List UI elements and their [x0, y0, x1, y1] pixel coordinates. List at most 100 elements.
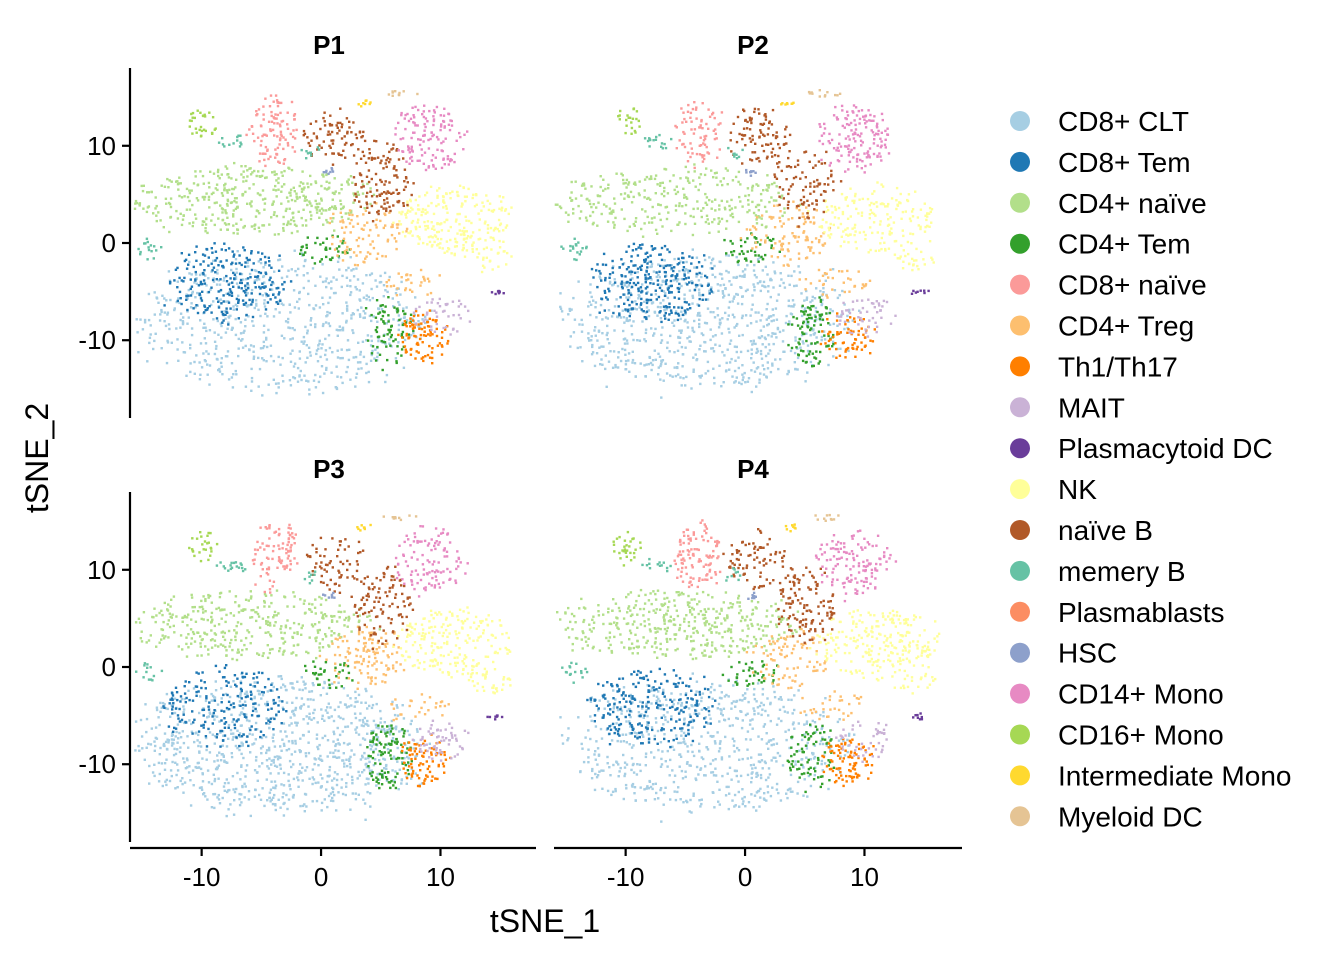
data-point — [880, 236, 883, 240]
data-point — [686, 110, 690, 113]
data-point — [879, 146, 883, 149]
data-point — [207, 195, 211, 199]
data-point — [327, 172, 330, 175]
data-point — [364, 257, 367, 260]
data-point — [357, 367, 360, 371]
data-point — [804, 220, 807, 224]
data-point — [280, 120, 283, 123]
data-point — [767, 322, 770, 326]
data-point — [859, 316, 862, 320]
data-point — [873, 138, 876, 141]
data-point — [839, 315, 843, 318]
data-point — [806, 199, 809, 202]
data-point — [847, 234, 850, 237]
data-point — [248, 128, 251, 131]
data-point — [296, 197, 299, 200]
data-point — [627, 245, 631, 248]
data-point — [339, 121, 342, 125]
data-point — [873, 190, 876, 193]
data-point — [173, 308, 176, 312]
data-point — [367, 169, 371, 172]
data-point — [681, 313, 685, 317]
data-point — [169, 280, 172, 284]
data-point — [293, 223, 297, 226]
data-point — [710, 207, 713, 210]
data-point — [210, 311, 213, 314]
data-point — [280, 171, 283, 174]
data-point — [645, 317, 648, 321]
data-point — [492, 229, 496, 232]
data-point — [757, 203, 761, 207]
data-point — [729, 131, 733, 134]
data-point — [201, 282, 204, 286]
data-point — [768, 315, 771, 318]
data-point — [573, 258, 576, 261]
data-point — [412, 329, 415, 333]
data-point — [834, 105, 837, 109]
data-point — [695, 285, 698, 289]
data-point — [375, 183, 378, 186]
data-point — [234, 275, 238, 279]
data-point — [705, 276, 709, 279]
data-point — [879, 220, 882, 223]
data-point — [385, 281, 388, 284]
data-point — [673, 296, 676, 299]
data-point — [849, 121, 853, 125]
data-point — [764, 337, 767, 341]
data-point — [227, 176, 231, 179]
data-point — [800, 314, 804, 318]
data-point — [880, 159, 883, 162]
data-point — [703, 254, 706, 257]
data-point — [322, 140, 325, 143]
data-point — [194, 213, 197, 216]
data-point — [208, 305, 211, 308]
data-point — [290, 268, 293, 271]
data-point — [341, 206, 345, 210]
data-point — [698, 375, 701, 378]
data-point — [841, 289, 844, 293]
data-point — [628, 296, 631, 299]
data-point — [342, 239, 345, 242]
data-point — [382, 284, 386, 287]
data-point — [323, 124, 327, 127]
data-point — [764, 118, 768, 121]
data-point — [688, 281, 691, 284]
data-point — [450, 158, 453, 162]
data-point — [341, 259, 345, 262]
data-point — [820, 158, 823, 162]
data-point — [714, 128, 717, 131]
data-point — [326, 310, 329, 314]
cluster-na-ve-b — [352, 139, 415, 223]
data-point — [364, 312, 367, 315]
data-point — [696, 200, 699, 203]
data-point — [640, 302, 643, 305]
data-point — [837, 332, 841, 335]
data-point — [426, 226, 430, 230]
data-point — [229, 290, 233, 293]
data-point — [404, 213, 407, 216]
data-point — [744, 194, 747, 198]
data-point — [224, 317, 227, 320]
data-point — [911, 232, 915, 236]
data-point — [796, 240, 799, 243]
data-point — [756, 203, 759, 207]
data-point — [593, 329, 596, 332]
data-point — [190, 302, 193, 305]
data-point — [330, 139, 333, 142]
data-point — [380, 180, 383, 184]
data-point — [267, 294, 270, 297]
data-point — [755, 218, 758, 221]
data-point — [417, 314, 420, 317]
data-point — [644, 210, 647, 213]
data-point — [719, 321, 722, 324]
data-point — [647, 314, 651, 318]
data-point — [445, 240, 449, 243]
data-point — [680, 345, 684, 349]
data-point — [185, 295, 188, 298]
data-point — [760, 214, 764, 217]
data-point — [795, 206, 798, 210]
data-point — [300, 378, 303, 382]
data-point — [580, 184, 584, 187]
data-point — [422, 134, 425, 137]
data-point — [605, 205, 608, 208]
